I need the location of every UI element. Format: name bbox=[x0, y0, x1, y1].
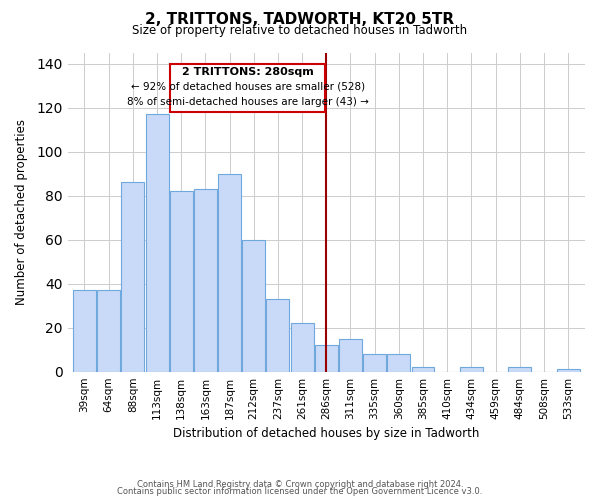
Bar bbox=[73, 290, 96, 372]
Bar bbox=[170, 191, 193, 372]
Bar bbox=[266, 299, 289, 372]
Text: Size of property relative to detached houses in Tadworth: Size of property relative to detached ho… bbox=[133, 24, 467, 37]
Text: 2, TRITTONS, TADWORTH, KT20 5TR: 2, TRITTONS, TADWORTH, KT20 5TR bbox=[145, 12, 455, 28]
Bar bbox=[363, 354, 386, 372]
X-axis label: Distribution of detached houses by size in Tadworth: Distribution of detached houses by size … bbox=[173, 427, 479, 440]
Text: ← 92% of detached houses are smaller (528): ← 92% of detached houses are smaller (52… bbox=[131, 82, 365, 92]
Bar bbox=[557, 370, 580, 372]
Bar bbox=[121, 182, 145, 372]
Bar bbox=[146, 114, 169, 372]
Text: 2 TRITTONS: 280sqm: 2 TRITTONS: 280sqm bbox=[182, 68, 314, 78]
Bar bbox=[97, 290, 120, 372]
Text: Contains public sector information licensed under the Open Government Licence v3: Contains public sector information licen… bbox=[118, 487, 482, 496]
Bar bbox=[508, 368, 531, 372]
Bar bbox=[290, 324, 314, 372]
Text: Contains HM Land Registry data © Crown copyright and database right 2024.: Contains HM Land Registry data © Crown c… bbox=[137, 480, 463, 489]
Bar bbox=[412, 368, 434, 372]
Bar bbox=[218, 174, 241, 372]
Y-axis label: Number of detached properties: Number of detached properties bbox=[15, 119, 28, 305]
Bar bbox=[460, 368, 483, 372]
Bar bbox=[339, 338, 362, 372]
Bar bbox=[194, 189, 217, 372]
Bar bbox=[315, 346, 338, 372]
Text: 8% of semi-detached houses are larger (43) →: 8% of semi-detached houses are larger (4… bbox=[127, 97, 368, 107]
Bar bbox=[388, 354, 410, 372]
FancyBboxPatch shape bbox=[170, 64, 325, 112]
Bar bbox=[242, 240, 265, 372]
